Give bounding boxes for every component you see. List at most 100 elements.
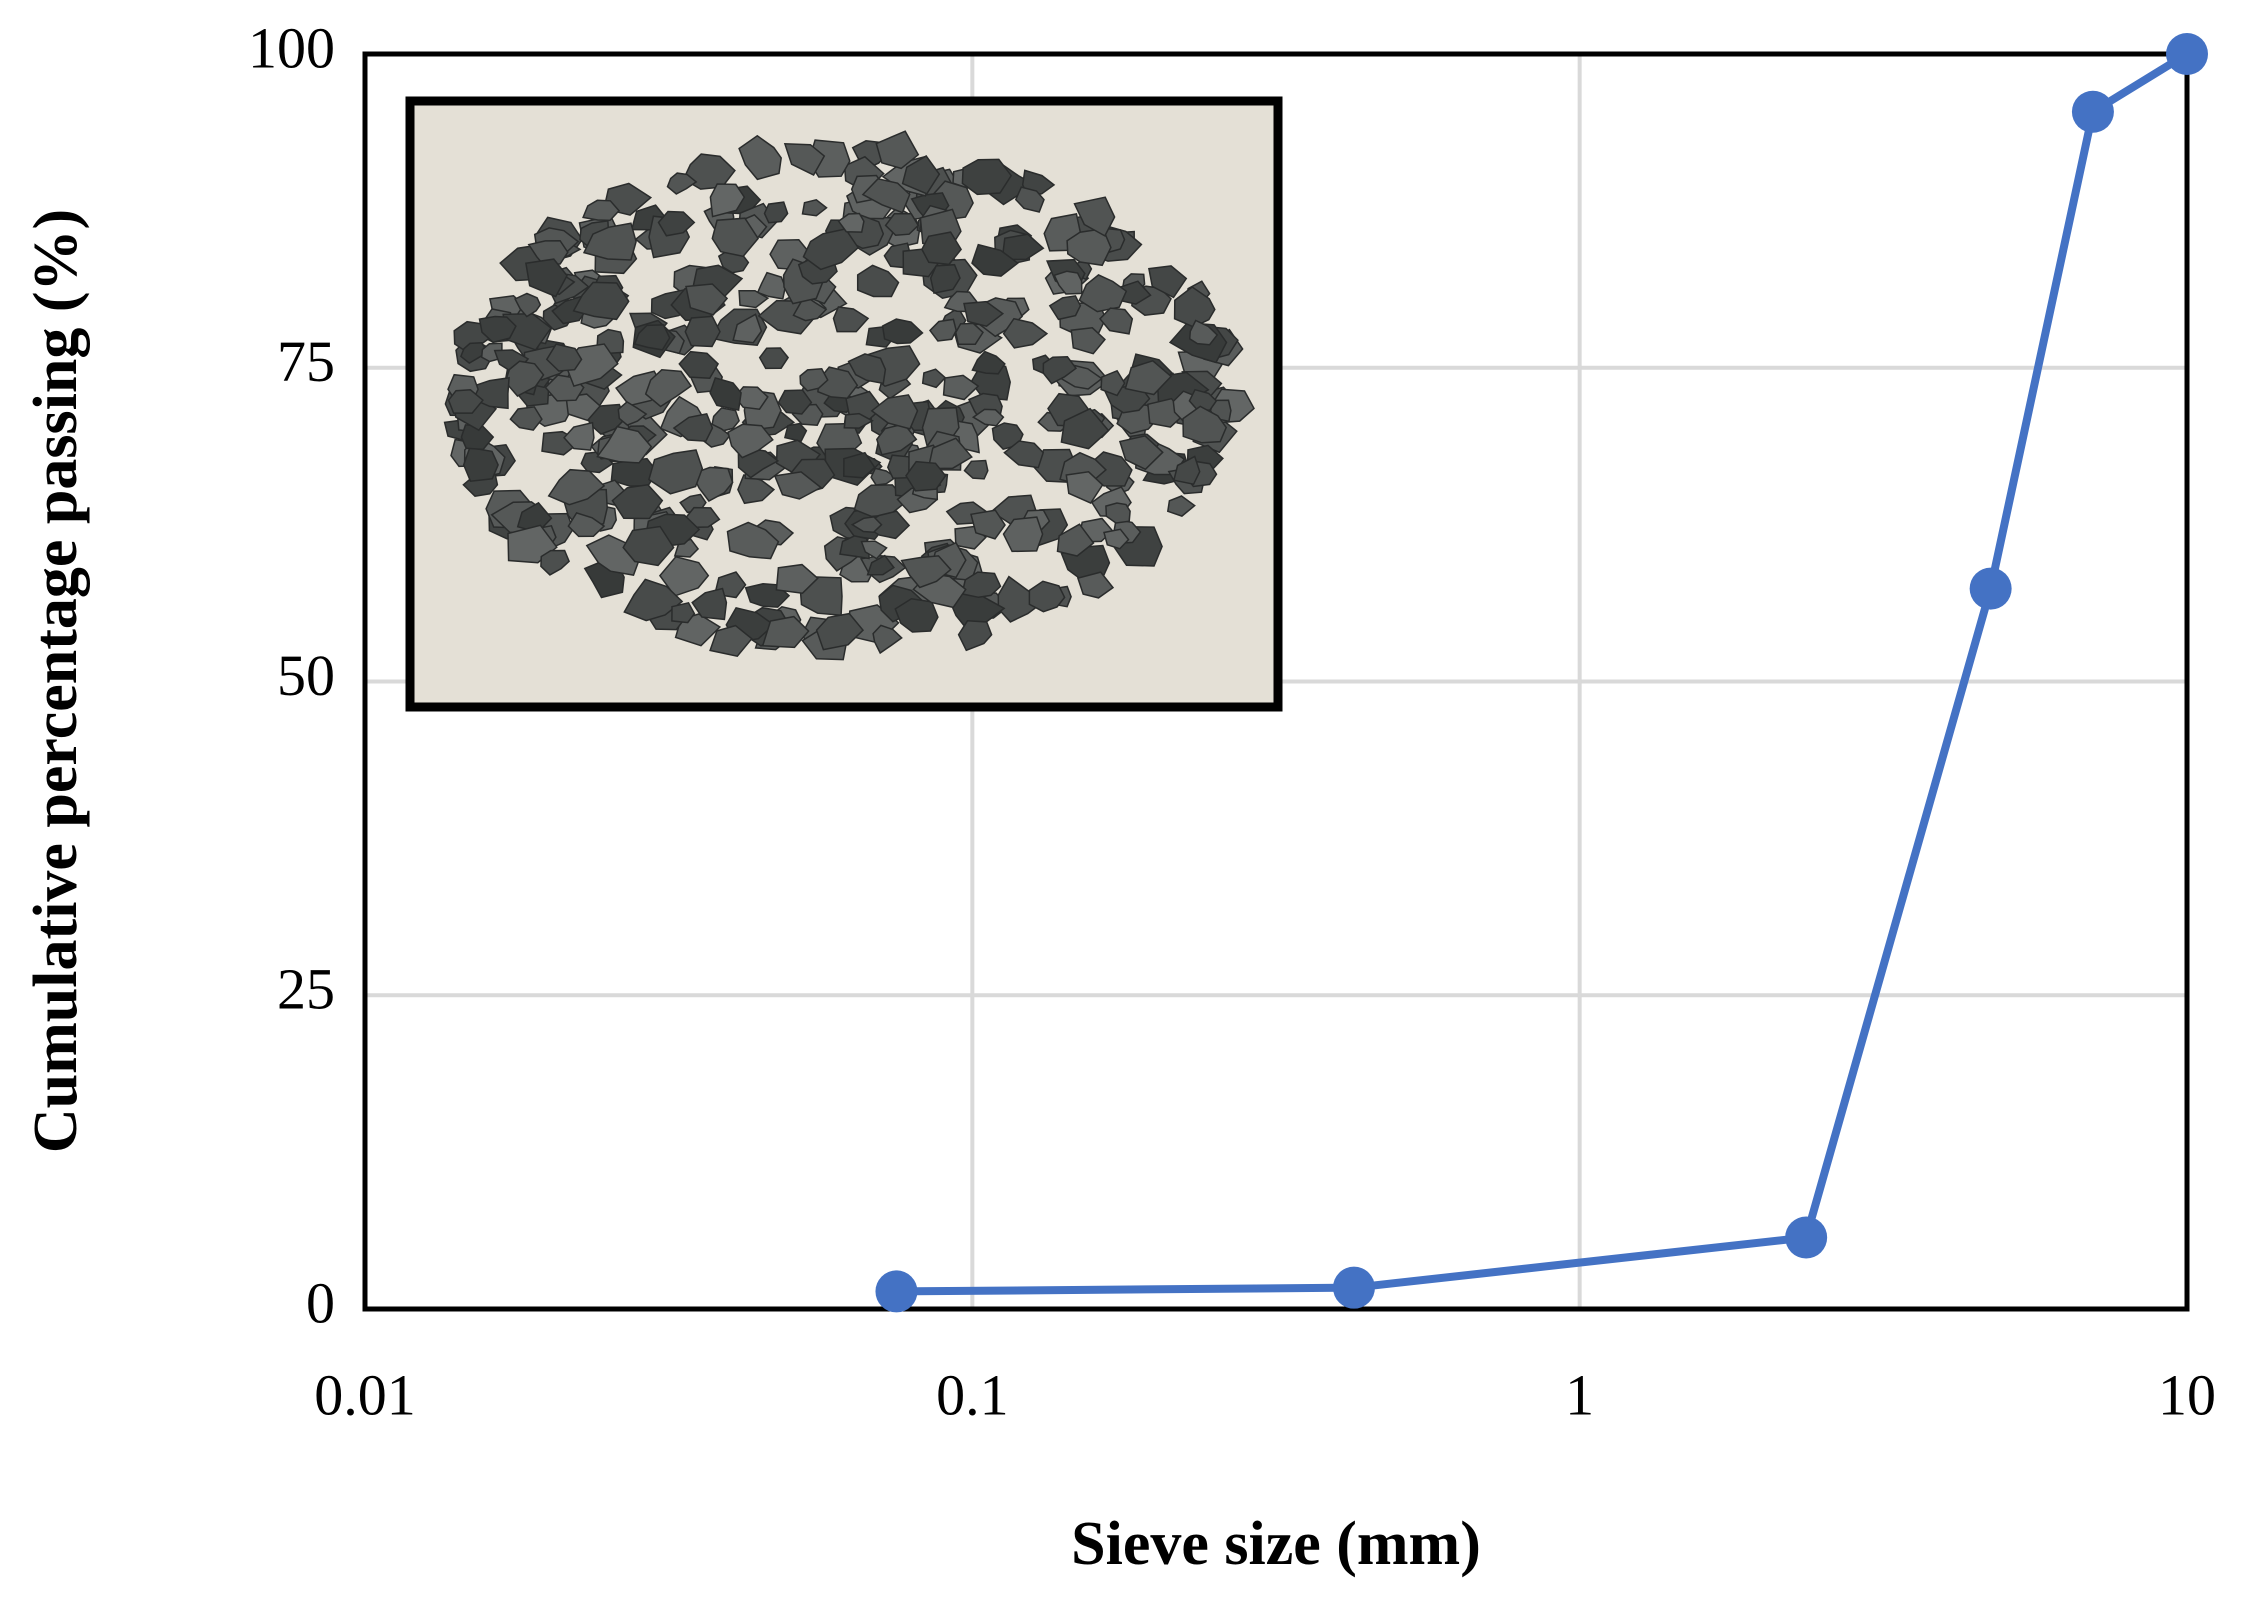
stone <box>1188 388 1218 411</box>
gravel <box>443 130 1255 661</box>
stone <box>961 158 1013 196</box>
stone <box>884 212 920 236</box>
stone <box>644 369 693 408</box>
stone <box>856 264 900 298</box>
stone <box>1001 233 1045 261</box>
stone <box>872 624 903 655</box>
stone <box>709 183 746 218</box>
stone <box>1056 523 1095 557</box>
stone <box>514 292 542 318</box>
stone <box>1124 359 1173 396</box>
stone <box>1002 516 1044 553</box>
stone <box>870 394 919 430</box>
y-axis-title: Cumulative percentage passing (%) <box>22 209 90 1153</box>
y-tick-label: 25 <box>277 957 335 1022</box>
y-tick-label: 75 <box>277 329 335 394</box>
stone <box>1002 317 1049 349</box>
stone <box>942 374 980 401</box>
stone <box>837 212 865 233</box>
stone <box>860 540 888 560</box>
stone <box>1028 580 1066 613</box>
stone <box>478 315 517 344</box>
x-tick-label: 10 <box>2158 1362 2216 1427</box>
stone <box>617 400 648 426</box>
stone <box>1003 440 1045 469</box>
stone <box>462 446 499 483</box>
stone <box>955 322 984 345</box>
stone <box>540 549 570 576</box>
stone <box>509 406 543 431</box>
stone <box>611 484 664 520</box>
stone <box>1173 286 1216 328</box>
stone <box>726 521 780 560</box>
stone <box>775 563 819 594</box>
stone <box>1070 327 1106 355</box>
stone <box>596 425 653 464</box>
stone <box>1100 369 1126 397</box>
inset-photo <box>405 96 1283 712</box>
stone <box>921 368 947 389</box>
stone <box>1118 435 1164 471</box>
stone <box>921 231 963 266</box>
stone <box>971 243 1019 277</box>
stone <box>773 471 823 500</box>
stone <box>633 324 671 351</box>
stone <box>971 350 1006 375</box>
stone <box>875 130 920 170</box>
stone <box>582 199 621 222</box>
y-tick-label: 0 <box>306 1270 335 1335</box>
stone <box>971 408 1005 427</box>
stone <box>582 222 637 261</box>
stone <box>727 423 774 459</box>
stone <box>997 575 1045 623</box>
stone <box>738 289 770 309</box>
stone <box>1053 270 1083 295</box>
stone <box>710 407 740 432</box>
stone <box>648 449 704 495</box>
y-tick-label: 50 <box>277 643 335 708</box>
stone <box>547 468 606 506</box>
stone <box>1172 455 1201 486</box>
stone <box>802 228 860 271</box>
stone <box>685 283 729 316</box>
plot-frame <box>362 51 2190 1312</box>
stone <box>711 217 760 258</box>
stone <box>684 315 721 348</box>
stone <box>970 509 1006 540</box>
stone <box>815 612 865 651</box>
stone <box>783 422 808 443</box>
stone <box>761 615 810 649</box>
stone <box>1014 186 1045 213</box>
stone <box>657 210 696 237</box>
marker <box>1332 1266 1375 1309</box>
stone <box>905 460 947 492</box>
stone <box>1048 295 1082 321</box>
marker <box>1969 567 2012 610</box>
stone <box>799 576 843 617</box>
stone <box>927 437 973 470</box>
marker <box>1785 1216 1828 1259</box>
stone <box>901 155 941 195</box>
stone <box>1188 319 1219 346</box>
marker <box>2071 90 2114 133</box>
stone <box>1166 495 1196 517</box>
stone <box>963 459 989 480</box>
x-axis-title: Sieve size (mm) <box>1071 1510 1481 1578</box>
stone <box>1182 405 1228 444</box>
stone <box>460 342 489 365</box>
stone <box>525 258 568 298</box>
stone <box>929 263 961 294</box>
stone <box>572 281 630 321</box>
x-tick-label: 0.01 <box>314 1362 416 1427</box>
stone <box>900 555 952 589</box>
stone <box>861 177 911 214</box>
stone <box>671 601 696 624</box>
stone <box>622 525 675 567</box>
stone <box>843 451 876 479</box>
stone <box>850 516 883 533</box>
stone <box>929 318 957 342</box>
stone <box>783 143 826 176</box>
stone <box>832 306 870 333</box>
